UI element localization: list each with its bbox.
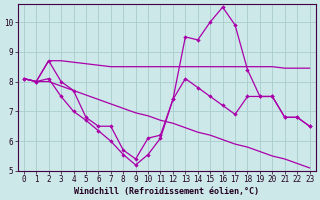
- X-axis label: Windchill (Refroidissement éolien,°C): Windchill (Refroidissement éolien,°C): [74, 187, 259, 196]
